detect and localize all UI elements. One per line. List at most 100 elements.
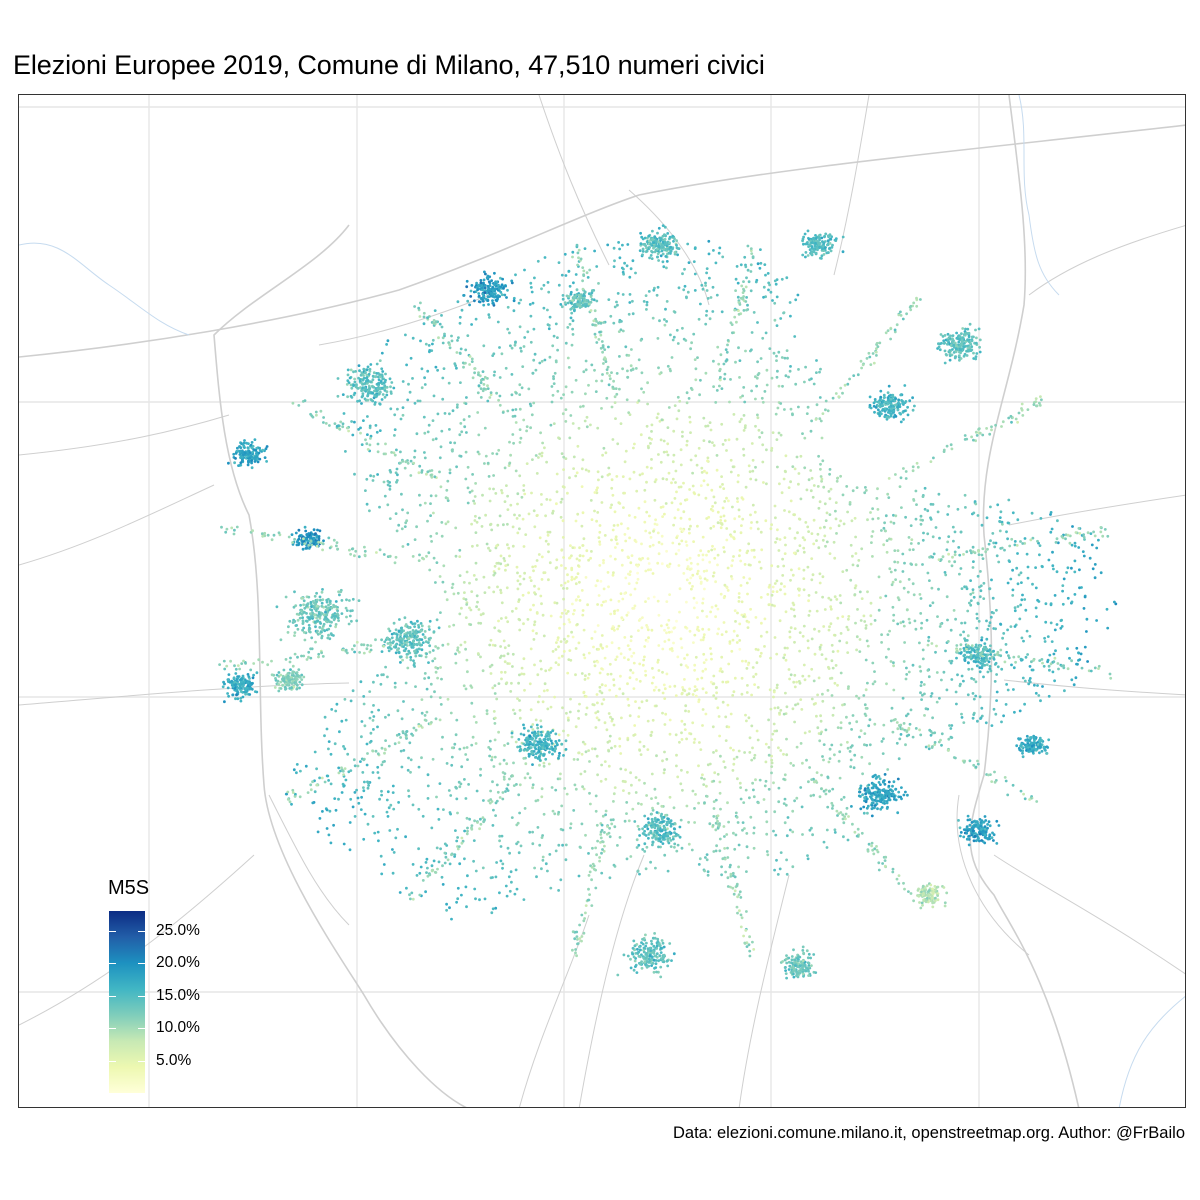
civic-point [766, 853, 770, 857]
civic-point [460, 893, 463, 897]
civic-point [411, 336, 415, 340]
civic-point [776, 465, 779, 469]
road-line [833, 95, 870, 276]
civic-point [736, 777, 739, 781]
civic-point [820, 436, 824, 440]
civic-point [785, 753, 789, 757]
civic-point [892, 664, 895, 668]
civic-point [668, 562, 672, 566]
civic-point [522, 545, 526, 548]
civic-point [808, 609, 812, 613]
civic-point [348, 376, 352, 380]
civic-point [1047, 558, 1051, 562]
civic-point [857, 559, 861, 562]
civic-point [420, 367, 424, 371]
civic-point [720, 873, 723, 877]
civic-point [474, 561, 478, 565]
civic-point [520, 495, 524, 499]
civic-point [1066, 596, 1070, 600]
civic-point [785, 858, 788, 862]
civic-point [541, 858, 545, 862]
civic-point [692, 606, 696, 610]
civic-point [633, 604, 637, 608]
civic-point [783, 646, 787, 650]
civic-point [776, 406, 780, 410]
civic-point [613, 510, 617, 514]
civic-point [493, 755, 497, 759]
civic-point [320, 601, 324, 605]
civic-point [612, 723, 616, 727]
civic-point [754, 478, 758, 482]
civic-point [546, 530, 550, 534]
civic-point [411, 377, 414, 380]
civic-point [794, 703, 797, 707]
civic-point [666, 232, 670, 235]
civic-point [1053, 594, 1057, 597]
civic-point [378, 359, 382, 362]
civic-point [829, 605, 833, 609]
civic-point [866, 518, 869, 522]
civic-point [492, 373, 496, 377]
civic-point [643, 520, 647, 524]
civic-point [632, 651, 636, 655]
civic-point [336, 394, 340, 398]
civic-point [722, 596, 726, 600]
civic-point [566, 356, 570, 360]
civic-point [829, 526, 832, 530]
civic-point [645, 308, 648, 311]
civic-point [958, 572, 961, 576]
civic-point [700, 676, 704, 680]
civic-point [661, 711, 664, 715]
civic-point [684, 625, 687, 629]
civic-point [775, 354, 778, 358]
civic-point [456, 836, 459, 839]
civic-point [978, 585, 981, 589]
civic-point [472, 839, 476, 842]
civic-point [616, 442, 620, 446]
civic-point [384, 378, 387, 382]
civic-point [979, 717, 982, 720]
civic-point [301, 547, 305, 551]
chart-title: Elezioni Europee 2019, Comune di Milano,… [13, 50, 765, 80]
civic-point [420, 698, 424, 701]
road-line [19, 682, 350, 706]
civic-point [758, 435, 761, 439]
civic-point [758, 560, 761, 564]
civic-point [650, 257, 654, 260]
civic-point [1000, 667, 1004, 671]
civic-point [914, 727, 918, 730]
civic-point [677, 542, 681, 546]
civic-point [993, 680, 997, 683]
civic-point [832, 540, 836, 544]
civic-point [788, 635, 792, 639]
civic-point [596, 701, 599, 705]
civic-point [582, 294, 585, 298]
civic-point [510, 681, 513, 685]
civic-point [801, 253, 805, 257]
civic-point [714, 615, 717, 619]
civic-point [465, 570, 469, 574]
civic-point [704, 371, 708, 375]
civic-point [389, 407, 393, 411]
civic-point [668, 235, 672, 239]
civic-point [354, 370, 357, 373]
civic-point [488, 316, 491, 319]
civic-point [387, 806, 391, 810]
civic-point [617, 646, 621, 650]
civic-point [573, 296, 576, 300]
civic-point [651, 808, 655, 812]
civic-point [401, 380, 405, 383]
civic-point [929, 502, 933, 506]
civic-point [391, 784, 395, 788]
civic-point [496, 523, 500, 527]
civic-point [972, 678, 976, 681]
civic-point [887, 496, 891, 499]
civic-point [698, 393, 701, 397]
civic-point [693, 685, 697, 688]
civic-point [827, 628, 831, 632]
civic-point [445, 762, 449, 765]
civic-point [456, 897, 460, 901]
civic-point [864, 489, 868, 492]
civic-point [670, 356, 674, 359]
civic-point [1089, 532, 1093, 535]
